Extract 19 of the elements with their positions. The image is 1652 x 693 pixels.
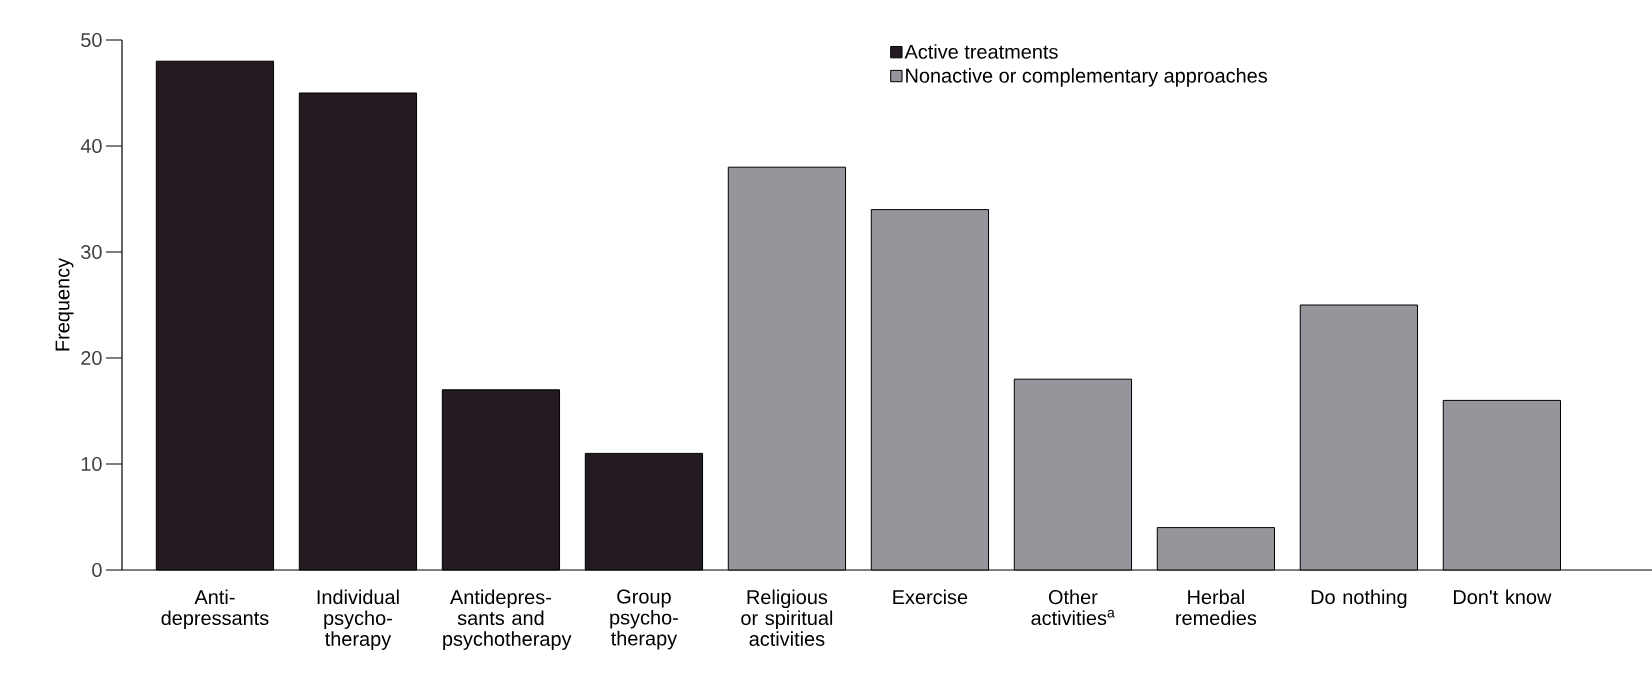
legend-label: Active treatments [904,44,1058,59]
x-tick-label: Religious or spiritual activities [741,589,833,646]
x-tick-label: Other activities$^{a}$ [1031,589,1115,626]
legend-label: Nonactive or complementary approaches [906,68,1267,87]
x-tick-label: Anti-depressants [161,589,269,630]
x-tick-label: Do nothing [1311,589,1407,609]
y-tick-label: 50 [81,32,102,48]
y-tick-label: 30 [81,244,102,260]
x-tick-label: Group psycho-therapy [610,589,678,650]
x-tick-label: Don't know [1454,589,1552,605]
x-tick-label: Herbal remedies [1176,589,1257,626]
y-tick-label: 40 [80,138,102,154]
x-tick-label: Individual psycho-therapy [317,589,399,650]
y-tick-label: 10 [81,456,102,472]
y-axis-title: Frequency [55,257,74,351]
x-tick-label: Exercise [893,589,968,605]
x-tick-label: Antidepres-sants and psychotherapy [443,589,572,650]
y-tick-label: 20 [81,350,102,366]
y-tick-label: 0 [92,562,102,578]
